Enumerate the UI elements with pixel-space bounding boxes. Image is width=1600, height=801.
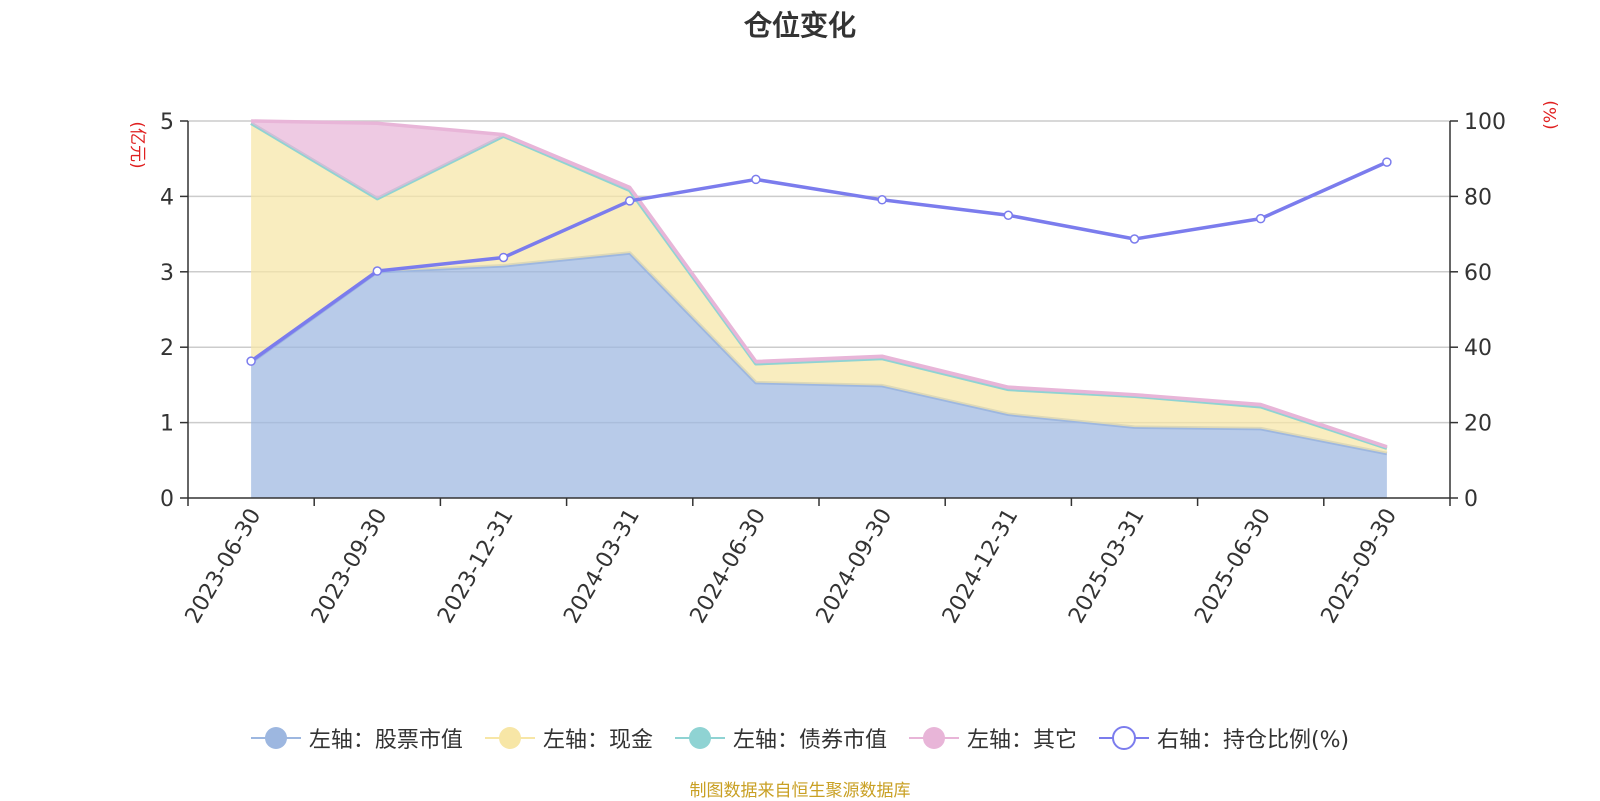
area-stack-3 bbox=[251, 121, 1387, 449]
holding-ratio-point bbox=[624, 196, 635, 206]
legend-item[interactable]: 右轴：持仓比例(%) bbox=[1098, 722, 1350, 754]
left-axis-tick-label: 3 bbox=[160, 261, 174, 286]
right-axis-tick-label: 80 bbox=[1464, 185, 1492, 210]
legend-marker-icon bbox=[250, 727, 301, 749]
holding-ratio-point bbox=[372, 266, 383, 276]
holding-ratio-point bbox=[246, 356, 256, 366]
legend-item[interactable]: 左轴：现金 bbox=[484, 722, 653, 754]
left-axis-unit-label: (亿元) bbox=[127, 121, 147, 168]
legend-label: 左轴：其它 bbox=[966, 728, 1077, 753]
right-axis-tick-label: 0 bbox=[1464, 487, 1478, 512]
area-stack-0 bbox=[251, 252, 1387, 498]
legend-label: 右轴：持仓比例(%) bbox=[1156, 728, 1350, 753]
chart-title: 仓位变化 bbox=[743, 9, 856, 42]
legend-marker-icon bbox=[674, 727, 725, 749]
legend-label: 左轴：现金 bbox=[542, 728, 653, 753]
x-axis-tick-label: 2023-12-31 bbox=[433, 505, 519, 628]
x-axis-tick-label: 2024-03-31 bbox=[559, 505, 645, 628]
holding-ratio-line bbox=[250, 160, 1388, 363]
left-axis-tick-label: 5 bbox=[160, 110, 174, 135]
legend-item[interactable]: 左轴：债券市值 bbox=[674, 722, 887, 754]
x-axis-tick-label: 2025-03-31 bbox=[1064, 505, 1150, 628]
right-axis-tick-label: 100 bbox=[1464, 110, 1506, 135]
left-axis-tick-label: 4 bbox=[160, 185, 174, 210]
legend-label: 左轴：股票市值 bbox=[308, 728, 463, 753]
holding-ratio-point bbox=[1003, 210, 1014, 220]
right-axis-tick-label: 40 bbox=[1464, 336, 1492, 361]
x-axis-tick-label: 2024-09-30 bbox=[812, 505, 898, 628]
right-axis-unit-label: (%) bbox=[1541, 100, 1561, 129]
x-axis-tick-label: 2024-06-30 bbox=[686, 505, 772, 628]
legend-item[interactable]: 左轴：股票市值 bbox=[250, 722, 463, 754]
area-line-stack-3 bbox=[251, 119, 1388, 449]
x-axis-tick-label: 2024-12-31 bbox=[938, 505, 1024, 628]
left-axis-tick-label: 2 bbox=[160, 336, 174, 361]
legend-item[interactable]: 左轴：其它 bbox=[908, 722, 1077, 754]
legend-marker-icon bbox=[484, 727, 535, 749]
right-axis-tick-label: 60 bbox=[1464, 261, 1492, 286]
source-credit: 制图数据来自恒生聚源数据库 bbox=[689, 781, 911, 801]
holding-ratio-point bbox=[498, 252, 509, 263]
legend-marker-icon bbox=[908, 727, 959, 749]
holding-ratio-point bbox=[751, 174, 761, 185]
x-axis-tick-label: 2023-09-30 bbox=[307, 505, 393, 628]
x-axis-tick-label: 2025-09-30 bbox=[1317, 505, 1403, 628]
right-axis-tick-label: 20 bbox=[1464, 412, 1492, 437]
left-axis-tick-label: 1 bbox=[160, 412, 174, 437]
holding-ratio-point bbox=[1255, 213, 1266, 224]
legend-marker-icon bbox=[1098, 726, 1149, 750]
holding-ratio-point bbox=[877, 195, 887, 205]
holding-ratio-point bbox=[1129, 234, 1140, 244]
legend-label: 左轴：债券市值 bbox=[732, 728, 887, 753]
chart-legend: 左轴：股票市值 左轴：现金 左轴：债券市值 左轴：其它 右轴：持仓比例(%) bbox=[0, 722, 1600, 754]
left-axis-tick-label: 0 bbox=[160, 487, 174, 512]
holding-ratio-point bbox=[1382, 157, 1392, 167]
area-stack-1 bbox=[251, 123, 1387, 454]
x-axis-tick-label: 2023-06-30 bbox=[181, 505, 267, 628]
x-axis-tick-label: 2025-06-30 bbox=[1190, 505, 1276, 628]
